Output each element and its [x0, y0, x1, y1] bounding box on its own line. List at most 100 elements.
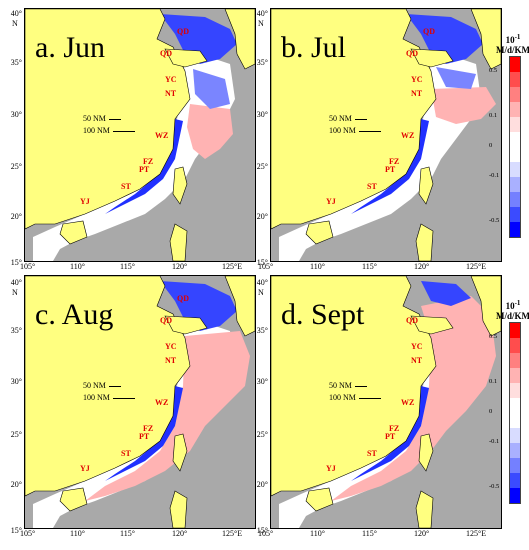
colorbar-swatch [509, 383, 521, 398]
city-label-wz: WZ [401, 398, 415, 407]
mainland-china [271, 9, 437, 230]
city-label-fz: FZ [143, 424, 154, 433]
scale-label-short: 50 NM [83, 381, 106, 390]
map-canvas-aug [25, 276, 255, 528]
lat-tick-35: 35° [10, 58, 22, 67]
lat-tick-35: 35° [256, 326, 268, 335]
lat-tick-25: 25° [256, 430, 268, 439]
city-label-yj: YJ [80, 197, 90, 206]
lon-tick-120: 120° [172, 529, 188, 538]
scale-label-long: 100 NM [83, 126, 110, 135]
lon-tick-120: 120° [172, 262, 188, 271]
city-label-qd: QD [177, 27, 189, 36]
colorbar-tick-label: -0.5 [489, 217, 500, 224]
city-label-st: ST [367, 182, 377, 191]
colorbar-swatch [509, 323, 521, 338]
city-label-qd: QD [423, 27, 435, 36]
mainland-china [271, 276, 437, 497]
colorbar-title-base: 10 [505, 35, 515, 45]
negative-anomaly-zone [160, 281, 237, 331]
mainland-china [25, 9, 191, 230]
colorbar-swatch [509, 102, 521, 117]
colorbar-tick-label: -0.1 [489, 438, 500, 445]
scale-label-short: 50 NM [329, 381, 352, 390]
colorbar-title-unit: M/d/KM [496, 45, 529, 55]
lat-tick-15: 15° [256, 526, 268, 535]
colorbar-swatch [509, 368, 521, 383]
city-label-nt: NT [165, 356, 177, 365]
hainan-island [305, 220, 334, 245]
scale-label-long: 100 NM [329, 393, 356, 402]
scale-bar: 50 NM 100 NM [329, 380, 381, 404]
mainland-china [25, 276, 191, 497]
colorbar-swatch [509, 147, 521, 162]
scale-line-long [112, 397, 135, 399]
negative-anomaly-zone [406, 14, 483, 64]
scale-label-long: 100 NM [329, 126, 356, 135]
colorbar-swatch [509, 117, 521, 132]
map-canvas-jul [271, 9, 501, 261]
city-label-wz: WZ [155, 131, 169, 140]
colorbar-swatch [509, 162, 521, 177]
lat-tick-20: 20° [256, 212, 268, 221]
taiwan-island [418, 433, 434, 472]
map-panel-jul: b. Jul 50 NM 100 NM QD QD YC NT WZ FZ PT… [270, 8, 502, 262]
city-label-fz: FZ [389, 424, 400, 433]
lat-tick-30: 30° [10, 377, 22, 386]
panel-title: d. Sept [281, 298, 365, 331]
lon-tick-110: 110° [310, 262, 325, 271]
colorbar-tick-label: 0.1 [489, 112, 498, 119]
colorbar-tick-label: 0.1 [489, 378, 498, 385]
hainan-island [59, 487, 88, 512]
lon-tick-110: 110° [70, 529, 85, 538]
city-label-yc: YC [165, 342, 177, 351]
negative-anomaly-zone [421, 281, 471, 306]
lat-tick-35: 35° [10, 326, 22, 335]
colorbar-title-base: 10 [505, 301, 515, 311]
lat-tick-15: 15° [256, 258, 268, 267]
negative-anomaly-zone [193, 69, 230, 109]
colorbar-swatch [509, 72, 521, 87]
city-label-fz: FZ [143, 157, 154, 166]
lat-tick-40: 40° [256, 278, 268, 287]
north-label: N [12, 288, 18, 297]
city-label-yc: YC [411, 342, 423, 351]
lon-tick-115: 115° [120, 529, 135, 538]
philippines-luzon [169, 223, 188, 261]
city-label-qd: QD [406, 316, 418, 325]
lon-tick-105: 105° [258, 262, 274, 271]
lat-tick-30: 30° [256, 110, 268, 119]
lat-tick-30: 30° [10, 110, 22, 119]
city-label-yc: YC [165, 75, 177, 84]
scale-line-short [108, 118, 121, 120]
scale-line-long [358, 130, 381, 132]
colorbar-tick-label: 0.5 [489, 67, 498, 74]
scale-bar: 50 NM 100 NM [83, 113, 135, 137]
colorbar-title-unit: M/d/KM [496, 311, 529, 321]
scale-line-long [112, 130, 135, 132]
city-label-yj: YJ [326, 464, 336, 473]
city-label-st: ST [121, 449, 131, 458]
city-label-qd: QD [177, 294, 189, 303]
lon-tick-125: 125°E [222, 529, 243, 538]
colorbar-swatch [509, 428, 521, 443]
lat-tick-20: 20° [10, 480, 22, 489]
lat-tick-20: 20° [256, 480, 268, 489]
colorbar-tick-label: 0.5 [489, 333, 498, 340]
lon-tick-125: 125°E [222, 262, 243, 271]
city-label-nt: NT [411, 356, 423, 365]
city-label-pt: PT [139, 432, 150, 441]
panel-title: b. Jul [281, 31, 347, 64]
taiwan-island [172, 433, 188, 472]
colorbar-swatch [509, 473, 521, 488]
lat-tick-40: 40° [256, 9, 268, 18]
korean-peninsula [470, 276, 501, 337]
scale-line-long [358, 397, 381, 399]
colorbar-swatch [509, 222, 521, 237]
positive-anomaly-zone [431, 87, 496, 124]
lon-tick-115: 115° [120, 262, 135, 271]
lat-tick-30: 30° [256, 377, 268, 386]
panel-title: c. Aug [35, 298, 114, 331]
city-label-wz: WZ [155, 398, 169, 407]
colorbar-scale [509, 56, 521, 238]
